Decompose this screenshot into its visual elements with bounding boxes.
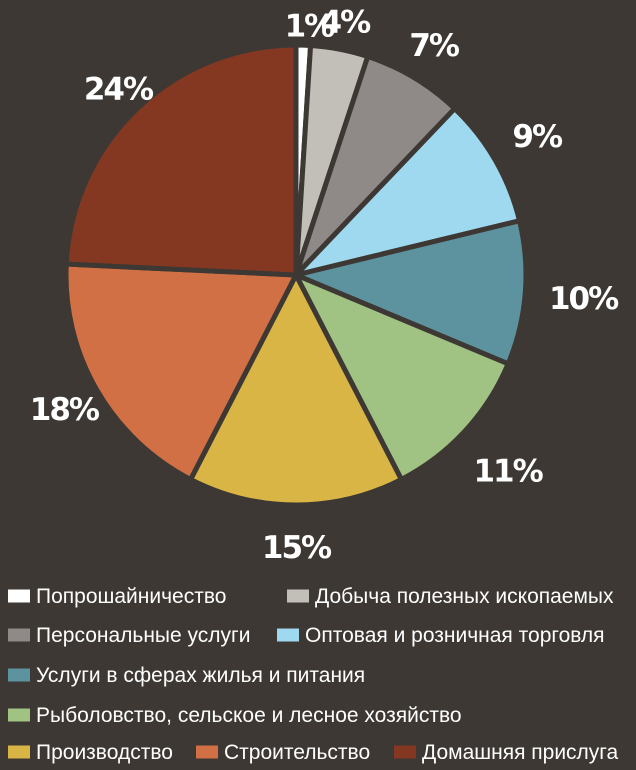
legend-label: Рыболовство, сельское и лесное хозяйство: [36, 704, 462, 727]
slice-value-label: 10%: [549, 281, 619, 317]
slice-value-label: 4%: [321, 5, 372, 41]
pie-value-labels: 1%4% 7% 9% 10% 11% 15% 18% 24%: [30, 5, 621, 566]
legend-label: Производство: [36, 741, 173, 764]
legend-label: Оптовая и розничная торговля: [305, 624, 605, 647]
legend-item: Персональные услуги: [8, 624, 250, 647]
legend-swatch: [8, 745, 30, 759]
legend-swatch: [8, 708, 30, 722]
legend-swatch: [287, 589, 309, 603]
legend-label: Персональные услуги: [36, 624, 250, 647]
slice-value-label: 11%: [473, 453, 543, 489]
legend-swatch: [8, 668, 30, 682]
slice-value-label: 24%: [84, 71, 154, 107]
legend-label: Услуги в сферах жилья и питания: [36, 664, 365, 687]
legend-swatch: [8, 589, 30, 603]
pie-slice: [293, 272, 511, 482]
slice-value-label: 18%: [30, 392, 100, 428]
legend-swatch: [196, 745, 218, 759]
legend-item: Попрошайничество: [8, 585, 226, 608]
legend-label: Попрошайничество: [36, 585, 226, 608]
pie-slices: [63, 42, 529, 508]
legend-swatch: [277, 628, 299, 642]
legend-item: Добыча полезных ископаемых: [287, 585, 614, 608]
legend-swatch: [394, 745, 416, 759]
legend-label: Добыча полезных ископаемых: [315, 585, 614, 608]
slice-value-label: 9%: [512, 119, 563, 155]
legend-item: Услуги в сферах жилья и питания: [8, 664, 365, 687]
pie-slice: [63, 42, 299, 278]
slice-value-label: 15%: [262, 530, 332, 566]
legend-item: Оптовая и розничная торговля: [277, 624, 605, 647]
legend-label: Строительство: [224, 741, 370, 764]
legend-item: Производство: [8, 741, 173, 764]
pie-slice: [293, 218, 529, 367]
legend-item: Строительство: [196, 741, 370, 764]
legend-item: Рыболовство, сельское и лесное хозяйство: [8, 704, 462, 727]
pie-slice: [63, 261, 299, 482]
slice-value-label: 7%: [409, 28, 460, 64]
slice-value-label: 1%: [285, 8, 336, 44]
legend-item: Домашняя прислуга: [394, 741, 619, 764]
legend: Попрошайничество Добыча полезных ископаем…: [8, 585, 619, 764]
legend-label: Домашняя прислуга: [422, 741, 619, 764]
pie-slice: [188, 272, 404, 508]
legend-swatch: [8, 628, 30, 642]
